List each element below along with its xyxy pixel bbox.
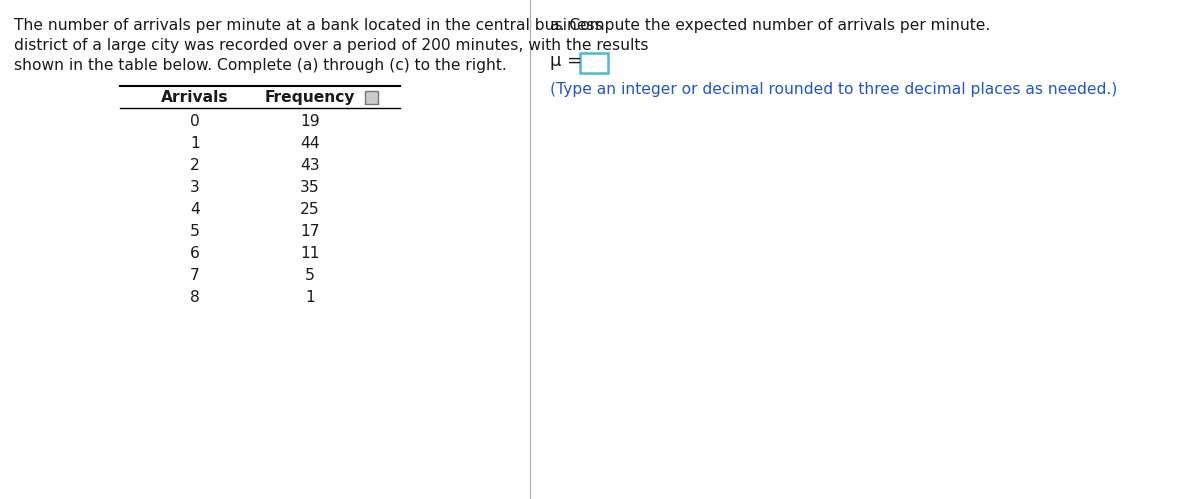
Text: a. Compute the expected number of arrivals per minute.: a. Compute the expected number of arriva…: [550, 18, 990, 33]
Text: 1: 1: [305, 290, 314, 305]
Text: 11: 11: [300, 246, 319, 261]
Text: Arrivals: Arrivals: [161, 90, 229, 105]
Text: 6: 6: [190, 246, 200, 261]
Text: district of a large city was recorded over a period of 200 minutes, with the res: district of a large city was recorded ov…: [14, 38, 648, 53]
Text: 17: 17: [300, 224, 320, 239]
Text: 1: 1: [190, 136, 200, 151]
Text: (Type an integer or decimal rounded to three decimal places as needed.): (Type an integer or decimal rounded to t…: [550, 82, 1117, 97]
Text: 8: 8: [190, 290, 200, 305]
Text: 0: 0: [190, 114, 200, 129]
Text: 7: 7: [190, 268, 200, 283]
Text: 4: 4: [190, 202, 200, 217]
Text: 35: 35: [300, 180, 320, 195]
Bar: [365, 91, 378, 104]
Text: 3: 3: [190, 180, 200, 195]
Text: shown in the table below. Complete (a) through (c) to the right.: shown in the table below. Complete (a) t…: [14, 58, 506, 73]
Text: 19: 19: [300, 114, 320, 129]
Text: 5: 5: [190, 224, 200, 239]
Text: 2: 2: [190, 158, 200, 173]
Bar: [580, 53, 608, 73]
Text: 5: 5: [305, 268, 314, 283]
Text: 44: 44: [300, 136, 320, 151]
Text: 43: 43: [300, 158, 320, 173]
Text: 25: 25: [300, 202, 320, 217]
Text: The number of arrivals per minute at a bank located in the central business: The number of arrivals per minute at a b…: [14, 18, 602, 33]
Text: μ =: μ =: [550, 52, 582, 70]
Text: Frequency: Frequency: [265, 90, 355, 105]
